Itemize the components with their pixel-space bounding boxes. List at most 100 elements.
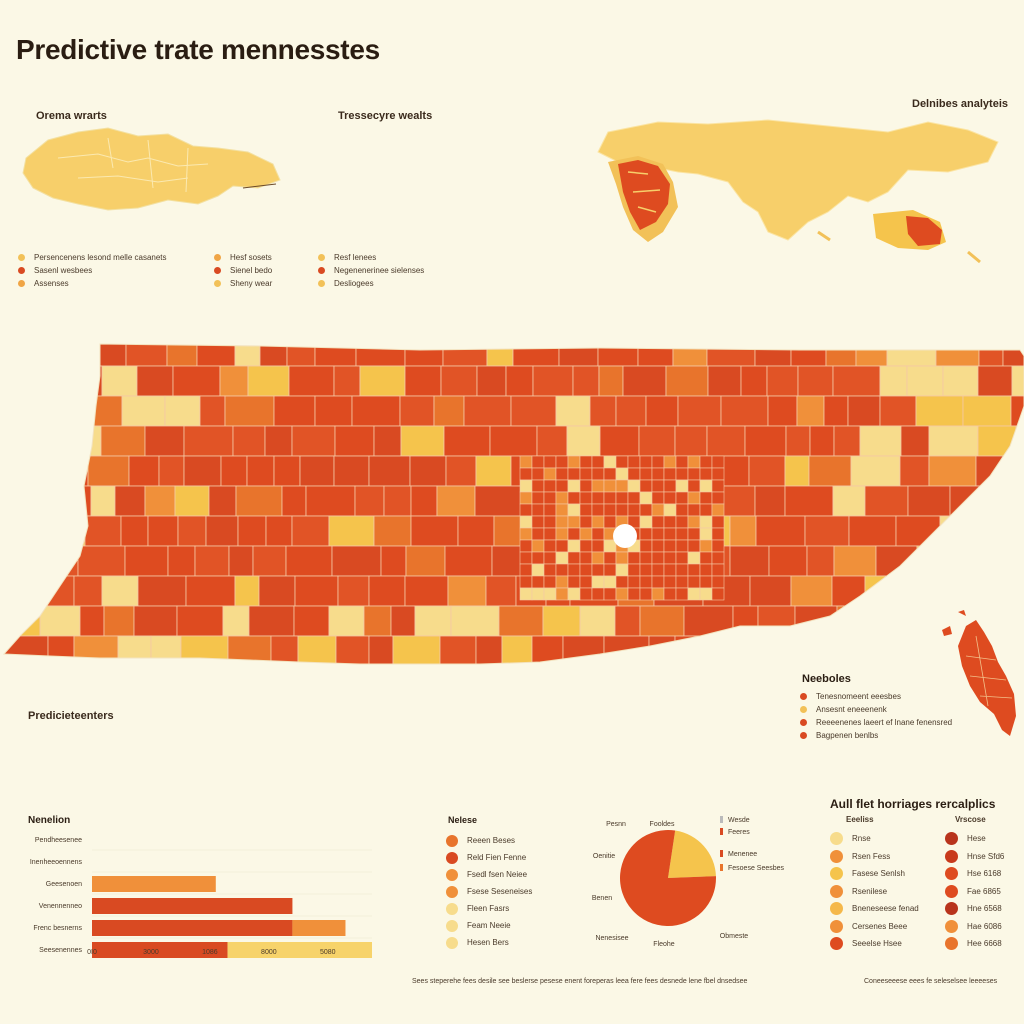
county-cell bbox=[711, 467, 725, 481]
county-cell bbox=[651, 503, 665, 517]
county-cell bbox=[519, 455, 533, 469]
legend-swatch bbox=[800, 719, 807, 726]
county-cell bbox=[334, 425, 375, 457]
county-cell bbox=[196, 344, 236, 367]
legend-item: Sienel bedo bbox=[214, 264, 272, 277]
county-cell bbox=[328, 515, 375, 547]
county-cell bbox=[579, 605, 616, 637]
legend-label: Reld Fien Fenne bbox=[467, 853, 527, 862]
county-cell bbox=[222, 605, 250, 637]
county-cell bbox=[286, 344, 316, 367]
legend-label: Assenses bbox=[34, 279, 69, 288]
county-cell bbox=[768, 545, 808, 577]
pie-side-swatch bbox=[720, 850, 723, 857]
county-cell bbox=[579, 455, 593, 469]
county-cell bbox=[899, 455, 930, 487]
county-cell bbox=[769, 635, 798, 664]
county-cell bbox=[809, 425, 835, 457]
county-cell bbox=[567, 563, 581, 577]
bar bbox=[92, 920, 293, 936]
county-cell bbox=[404, 365, 442, 397]
county-cell bbox=[90, 485, 116, 517]
county-cell bbox=[373, 515, 412, 547]
legend-label: Persencenens lesond melle casanets bbox=[34, 253, 167, 262]
county-cell bbox=[711, 587, 725, 601]
county-cell bbox=[489, 425, 538, 457]
legend-item: Hesf sosets bbox=[214, 251, 272, 264]
map-blank-spot bbox=[613, 524, 637, 548]
county-cell bbox=[699, 587, 713, 601]
legend-swatch bbox=[214, 254, 221, 261]
county-cell bbox=[305, 485, 356, 517]
right-panel-item: Hee 6668 bbox=[945, 935, 1004, 953]
county-cell bbox=[711, 527, 725, 541]
county-cell bbox=[687, 563, 701, 577]
legend-item: Sheny wear bbox=[214, 277, 272, 290]
county-cell bbox=[368, 635, 394, 664]
legend-label: Resf lenees bbox=[334, 253, 377, 262]
county-cell bbox=[219, 365, 249, 397]
county-cell bbox=[836, 605, 863, 637]
county-cell bbox=[555, 491, 569, 505]
legend-label: Fleen Fasrs bbox=[467, 904, 510, 913]
county-cell bbox=[907, 485, 951, 517]
county-cell bbox=[433, 395, 465, 427]
legend-item: Sasenl wesbees bbox=[18, 264, 167, 277]
county-cell bbox=[754, 485, 786, 517]
county-cell bbox=[536, 425, 568, 457]
county-cell bbox=[543, 455, 557, 469]
county-cell bbox=[439, 635, 477, 664]
county-cell bbox=[796, 635, 828, 664]
county-cell bbox=[531, 527, 545, 541]
pie-side-swatch bbox=[720, 864, 723, 871]
county-cell bbox=[501, 635, 533, 664]
county-cell bbox=[677, 395, 722, 427]
county-cell bbox=[543, 563, 557, 577]
legend-swatch bbox=[830, 902, 843, 916]
county-cell bbox=[220, 455, 248, 487]
county-cell bbox=[519, 551, 533, 565]
county-cell bbox=[683, 605, 734, 637]
county-cell bbox=[531, 455, 545, 469]
county-cell bbox=[847, 395, 881, 427]
county-cell bbox=[806, 545, 835, 577]
pie-outer-label: Nenesisee bbox=[595, 935, 628, 942]
county-cell bbox=[665, 365, 709, 397]
county-cell bbox=[355, 344, 406, 367]
county-cell bbox=[651, 479, 665, 493]
county-cell bbox=[314, 344, 357, 367]
county-cell bbox=[373, 425, 402, 457]
county-cell bbox=[579, 515, 593, 529]
county-cell bbox=[663, 479, 677, 493]
county-cell bbox=[591, 491, 605, 505]
footer-left: Sees steperehe fees desile see beslerse … bbox=[412, 978, 748, 985]
legend-swatch bbox=[318, 280, 325, 287]
county-cell bbox=[531, 491, 545, 505]
county-cell bbox=[1009, 455, 1024, 487]
legend-label: Bagpenen benlbs bbox=[816, 731, 879, 740]
county-cell bbox=[890, 575, 925, 607]
county-cell bbox=[543, 527, 557, 541]
legend-label: Ansesnt eneeenenk bbox=[816, 705, 887, 714]
county-cell bbox=[699, 551, 713, 565]
section-label: Predicieteenters bbox=[28, 710, 114, 722]
county-cell bbox=[567, 527, 581, 541]
county-cell bbox=[639, 551, 653, 565]
pie-side-swatch bbox=[720, 816, 723, 823]
county-cell bbox=[567, 515, 581, 529]
top-label-left: Orema wrarts bbox=[36, 110, 107, 122]
county-cell bbox=[591, 563, 605, 577]
county-cell bbox=[137, 575, 187, 607]
county-cell bbox=[627, 491, 641, 505]
county-cell bbox=[475, 635, 503, 664]
county-cell bbox=[4, 365, 44, 397]
county-cell bbox=[850, 455, 901, 487]
county-cell bbox=[639, 467, 653, 481]
county-cell bbox=[38, 485, 66, 517]
county-cell bbox=[543, 479, 557, 493]
county-cell bbox=[555, 551, 569, 565]
bar-tick-label: 8000 bbox=[261, 949, 277, 956]
legend-swatch bbox=[830, 937, 843, 951]
legend-swatch bbox=[945, 919, 958, 933]
county-cell bbox=[405, 545, 446, 577]
